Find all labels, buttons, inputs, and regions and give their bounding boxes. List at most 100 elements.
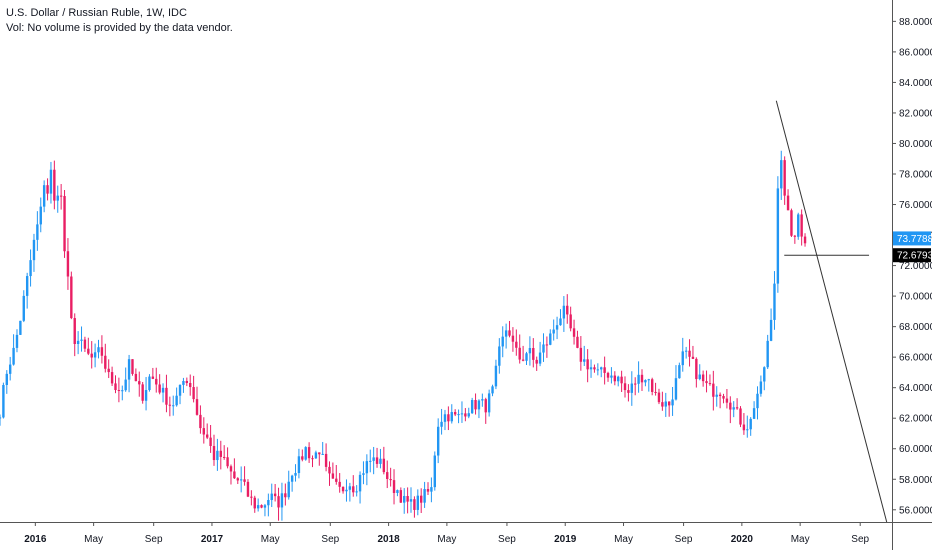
down-candle (311, 455, 314, 468)
volume-note: Vol: No volume is provided by the data v… (6, 22, 233, 34)
candle-body (216, 450, 219, 461)
down-candle (389, 467, 392, 487)
down-candle (691, 345, 695, 360)
candle-body (501, 336, 504, 347)
candle-body (460, 413, 464, 415)
candle-body (168, 404, 172, 406)
down-candle (518, 334, 521, 364)
time-axis[interactable]: 2016 May Sep 2017 May Sep 2018 May Sep 2019 May Sep… (0, 522, 932, 545)
candle-body (681, 351, 684, 366)
candle-body (66, 251, 70, 277)
down-candle (83, 336, 87, 352)
down-candle (783, 156, 786, 205)
candle-body (600, 367, 603, 370)
candle-body (134, 373, 138, 382)
down-candle (195, 386, 199, 416)
chart-legend: U.S. Dollar / Russian Ruble, 1W, IDC Vol… (6, 6, 233, 36)
up-candle (698, 364, 701, 381)
candle-body (450, 412, 453, 422)
candle-body (19, 320, 22, 335)
down-candle (284, 483, 287, 506)
time-tick-label: May (614, 534, 633, 545)
candle-body (107, 368, 110, 373)
up-candle (477, 399, 481, 419)
candle-body (250, 496, 253, 498)
up-candle (182, 377, 185, 393)
price-axis[interactable]: 56.0000 58.0000 60.0000 62.0000 64.0000 66.00… (892, 0, 932, 550)
candle-body (786, 195, 790, 211)
candle-body (318, 452, 321, 455)
down-candle (532, 338, 535, 368)
candle-body (25, 276, 29, 296)
candle-body (640, 374, 644, 383)
down-candle (657, 388, 661, 405)
up-candle (749, 417, 752, 436)
up-candle (97, 339, 100, 359)
drawings[interactable] (775, 100, 888, 523)
candle-body (674, 378, 678, 400)
symbol-title[interactable]: U.S. Dollar / Russian Ruble, 1W, IDC (6, 7, 187, 19)
down-candle (705, 370, 708, 393)
up-candle (148, 374, 151, 392)
up-candle (487, 389, 491, 417)
candle-body (39, 206, 42, 225)
candle-body (494, 365, 498, 387)
candle-body (8, 364, 12, 374)
candle-body (487, 393, 491, 413)
price-tick-label: 88.0000 (899, 17, 932, 28)
candle-body (426, 489, 430, 492)
up-candle (287, 470, 290, 500)
candle-body (97, 347, 100, 353)
down-candle (650, 377, 654, 396)
price-tick-label: 68.0000 (899, 322, 932, 333)
up-candle (596, 363, 600, 376)
down-candle (324, 443, 328, 472)
up-candle (25, 272, 29, 309)
candle-body (392, 480, 396, 493)
down-candle (335, 464, 338, 485)
candle-body (202, 428, 206, 435)
up-candle (297, 448, 301, 479)
up-candle (528, 336, 532, 366)
candle-body (732, 407, 735, 410)
down-candle (141, 381, 144, 404)
down-candle (803, 233, 807, 247)
up-candle (22, 290, 25, 323)
candle-body (358, 474, 362, 492)
candle-body (403, 496, 406, 503)
down-candle (729, 396, 732, 424)
down-candle (413, 496, 416, 518)
down-candle (654, 382, 657, 396)
up-candle (144, 377, 148, 411)
down-candle (392, 469, 396, 505)
up-candle (525, 351, 528, 365)
up-candle (610, 367, 613, 384)
candle-body (708, 383, 712, 385)
up-candle (776, 176, 780, 293)
candle-body (695, 358, 698, 380)
candle-body (413, 499, 416, 510)
candle-body (172, 405, 175, 407)
down-candle (800, 209, 803, 246)
price-tick-label: 64.0000 (899, 383, 932, 394)
time-tick-label: 2016 (24, 534, 47, 545)
up-candle (161, 383, 165, 403)
down-candle (701, 370, 705, 387)
candle-body (443, 414, 447, 422)
candle-body (243, 479, 246, 482)
candle-body (566, 305, 569, 315)
candle-body (386, 472, 389, 479)
candle-body (324, 453, 328, 467)
down-candle (219, 440, 222, 470)
down-candle (453, 409, 457, 417)
candle-body (569, 314, 572, 329)
candle-body (114, 383, 117, 390)
up-candle (681, 337, 684, 372)
candle-body (233, 471, 236, 479)
candle-body (440, 421, 443, 427)
candle-body (175, 395, 178, 406)
down-candle (786, 189, 790, 211)
candle-body (491, 386, 494, 394)
time-tick-label: May (84, 534, 103, 545)
